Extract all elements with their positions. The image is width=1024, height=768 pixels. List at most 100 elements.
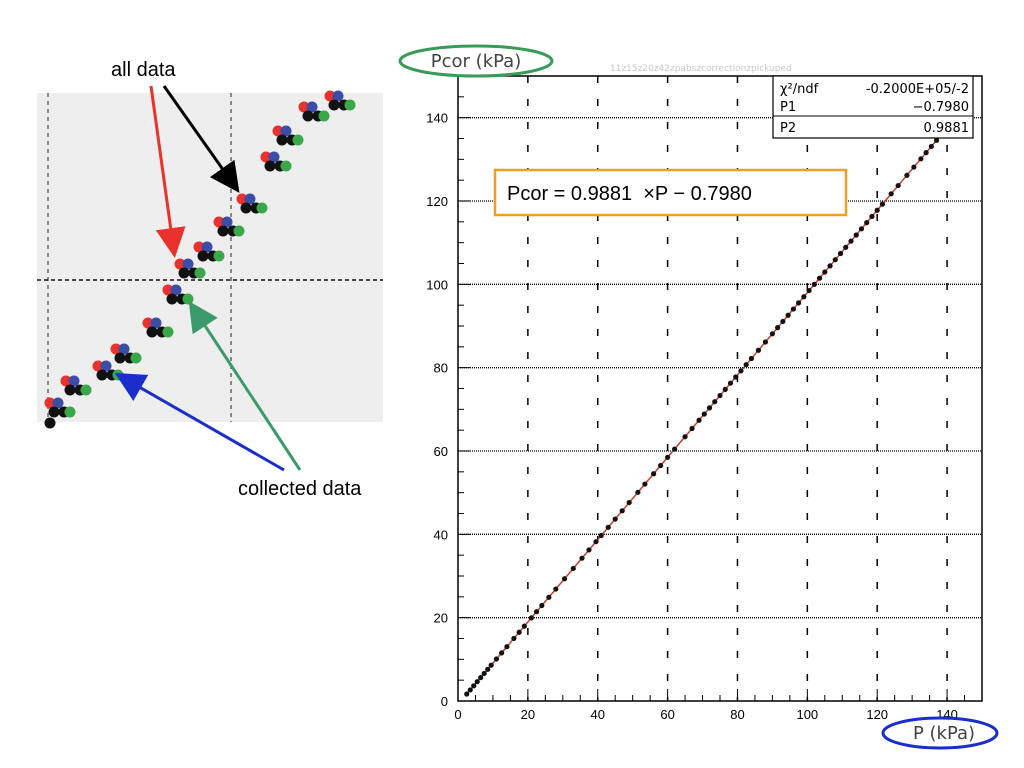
data-point — [923, 150, 929, 156]
data-point — [561, 576, 568, 582]
inset-point-green — [213, 250, 225, 262]
inset-point-green — [280, 160, 292, 172]
inset-point-red — [60, 375, 72, 387]
data-point — [733, 374, 739, 380]
data-point — [790, 306, 796, 312]
data-point — [743, 362, 749, 368]
data-point — [806, 287, 812, 294]
data-point — [712, 399, 718, 405]
inset-point-black — [114, 352, 126, 364]
inset-point-green — [112, 369, 124, 381]
data-point — [816, 275, 823, 281]
data-point — [635, 489, 641, 495]
stats-row-p1-value: −0.7980 — [913, 100, 969, 115]
data-point — [553, 586, 559, 592]
x-tick-label: 100 — [796, 707, 818, 722]
inset-point-red — [110, 343, 122, 355]
x-tick-label: 0 — [454, 707, 461, 722]
inset-point-black — [64, 384, 76, 396]
data-point — [593, 539, 599, 545]
red-arrow — [149, 85, 186, 258]
data-point — [605, 524, 611, 530]
data-point — [822, 269, 828, 275]
inset-point-blue — [100, 360, 112, 372]
inset-point-blue — [68, 375, 80, 387]
x-axis-title: P (kPa) — [913, 723, 975, 744]
y-tick-label: 80 — [434, 361, 448, 376]
inset-point-green — [130, 352, 142, 364]
data-point — [612, 516, 618, 522]
data-point — [516, 629, 522, 635]
inset-point-red — [193, 241, 205, 253]
stats-row-p2-label: P2 — [780, 121, 796, 136]
data-point — [785, 312, 791, 318]
data-point — [626, 499, 632, 506]
inset-point-red — [298, 101, 310, 113]
inset-point-blue — [332, 90, 344, 102]
inset-point-red — [260, 151, 272, 163]
data-point — [706, 405, 713, 411]
inset-point-blue — [201, 241, 213, 253]
data-point — [682, 434, 688, 440]
data-point — [619, 508, 625, 514]
inset-point-black — [264, 160, 276, 172]
data-point — [546, 594, 552, 600]
inset-point-green — [344, 99, 356, 111]
green-arrow — [188, 300, 302, 471]
data-point — [928, 143, 934, 150]
data-point — [665, 454, 671, 460]
data-point — [528, 615, 534, 621]
data-point — [511, 635, 517, 642]
stats-row-p2-value: 0.9881 — [924, 121, 970, 136]
stats-row-p1-label: P1 — [780, 100, 796, 115]
x-tick-label: 60 — [660, 707, 674, 722]
y-tick-label: 20 — [434, 611, 448, 626]
data-point — [918, 156, 924, 162]
inset-point-black — [96, 369, 108, 381]
inset-point-red — [174, 258, 186, 270]
stats-box-frame — [772, 75, 974, 139]
x-tick-label: 120 — [866, 707, 888, 722]
data-point — [534, 609, 540, 615]
data-point — [467, 687, 473, 693]
data-point — [521, 623, 527, 629]
y-tick-label: 60 — [434, 444, 448, 459]
data-point — [570, 565, 576, 572]
data-point — [879, 201, 886, 207]
data-point — [464, 691, 470, 697]
stats-box: χ²/ndf -0.2000E+05/-2 P1 −0.7980 P2 0.98… — [772, 75, 974, 139]
data-point — [579, 555, 585, 561]
all-data-label: all data — [111, 59, 176, 81]
y-tick-label: 140 — [426, 111, 448, 126]
data-point — [499, 650, 505, 656]
data-point — [748, 355, 755, 362]
inset-point-blue — [170, 284, 182, 296]
data-point — [478, 674, 484, 681]
inset-point-red — [142, 317, 154, 329]
data-point — [481, 670, 487, 677]
inset-point-blue — [280, 125, 292, 137]
inset-point-green — [233, 225, 245, 237]
x-tick-label: 20 — [521, 707, 535, 722]
inset-point-red — [44, 397, 56, 409]
data-point — [933, 137, 940, 143]
inset-point-red — [236, 193, 248, 205]
x-tick-label: 80 — [730, 707, 744, 722]
data-point — [843, 244, 849, 250]
inset-point-black — [48, 406, 60, 418]
data-point — [874, 207, 880, 213]
formula-box: Pcor = 0.9881 ×P − 0.7980 — [493, 168, 848, 217]
data-point — [780, 318, 786, 325]
y-tick-label: 0 — [441, 694, 448, 709]
inset-point-red — [162, 284, 174, 296]
inset-point-blue — [118, 343, 130, 355]
data-point — [727, 380, 734, 386]
inset-point-red — [92, 360, 104, 372]
data-point — [471, 683, 477, 689]
inset-point-blue — [221, 216, 233, 228]
inset-point-black — [328, 99, 340, 111]
inset-point-green — [194, 267, 206, 279]
inset-point-green — [162, 326, 174, 338]
